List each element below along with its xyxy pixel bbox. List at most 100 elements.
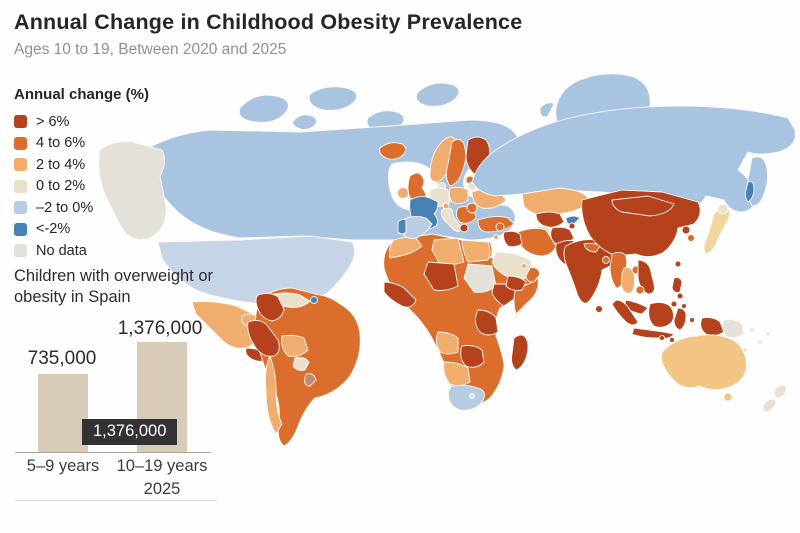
region-south-korea <box>687 234 695 242</box>
region-angola <box>435 331 459 355</box>
region-kyrgyzstan <box>565 215 581 225</box>
region-madagascar <box>511 334 529 371</box>
region-greece <box>459 223 469 233</box>
region-nepal <box>583 242 601 253</box>
legend-swatch-4to6 <box>14 136 27 150</box>
legend-swatch-0to2 <box>14 179 27 193</box>
region-peru <box>247 319 280 357</box>
legend-swatch-gt6 <box>14 115 27 129</box>
region-mongolia <box>611 195 675 217</box>
bar-value-label-10-19: 1,376,000 <box>117 318 203 339</box>
legend-label: 0 to 2% <box>36 178 86 195</box>
legend-swatch-m2to0 <box>14 201 27 215</box>
region-russia[interactable] <box>471 102 796 213</box>
region-oman <box>525 267 541 283</box>
region-south-america[interactable] <box>241 287 361 447</box>
region-japan <box>703 206 731 255</box>
region-pacific-islands <box>749 327 755 333</box>
region-romania <box>466 202 478 214</box>
legend-swatch-2to4 <box>14 158 27 172</box>
region-oceania[interactable] <box>660 327 787 413</box>
region-tasmania <box>723 392 733 402</box>
region-central-asia[interactable] <box>521 187 589 241</box>
region-iran <box>517 227 557 257</box>
region-canada-arctic-islands[interactable] <box>238 82 460 131</box>
page-title: Annual Change in Childhood Obesity Preva… <box>14 10 523 34</box>
legend-swatch-ltm2 <box>14 222 27 236</box>
legend-list: > 6% 4 to 6% 2 to 4% 0 to 2% –2 to 0% <-… <box>14 111 149 262</box>
region-australia <box>660 334 747 391</box>
x-axis-line <box>15 452 211 453</box>
x-axis-year-label: 2025 <box>143 480 181 498</box>
bar-value-label-5-9: 735,000 <box>27 348 97 369</box>
region-iceland <box>379 142 407 160</box>
region-cambodia <box>635 285 645 295</box>
region-lesotho <box>469 393 475 399</box>
region-north-korea <box>681 225 691 235</box>
bar-chart-title: Children with overweight or obesity in S… <box>14 267 214 306</box>
legend-label: 2 to 4% <box>36 156 86 173</box>
region-bolivia <box>281 334 309 357</box>
region-uae <box>521 263 527 269</box>
region-novaya-zemlya <box>539 102 555 118</box>
region-southeast-asia[interactable] <box>609 251 745 343</box>
region-south-asia[interactable] <box>563 239 615 313</box>
header: Annual Change in Childhood Obesity Preva… <box>14 10 522 59</box>
region-sulawesi <box>673 307 687 331</box>
legend-label: 4 to 6% <box>36 135 86 152</box>
region-poland <box>448 186 469 205</box>
region-bangladesh <box>602 256 610 264</box>
region-ireland <box>397 187 409 199</box>
x-tick-10-19-years: 10–19 years <box>116 457 208 475</box>
legend-item-gt6: > 6% <box>14 111 149 133</box>
region-sumatra <box>611 299 639 326</box>
region-paraguay <box>292 357 310 371</box>
region-sakhalin <box>744 181 755 203</box>
legend-label: No data <box>36 242 87 259</box>
legend-item-0to2: 0 to 2% <box>14 176 149 198</box>
region-papua-new-guinea <box>721 319 745 339</box>
legend-swatch-nodata <box>14 244 27 258</box>
region-kenya-tanzania <box>475 309 499 336</box>
region-alps <box>442 202 450 210</box>
region-egypt <box>461 239 491 263</box>
region-iraq <box>503 230 523 248</box>
legend-item-m2to0: –2 to 0% <box>14 197 149 219</box>
region-hokkaido <box>717 203 729 215</box>
map-legend: Annual change (%) > 6% 4 to 6% 2 to 4% 0… <box>14 86 149 262</box>
region-philippines <box>671 277 683 293</box>
region-uzbekistan <box>535 211 565 228</box>
legend-label: <-2% <box>36 221 71 238</box>
region-alaska[interactable] <box>98 141 167 241</box>
divider-line <box>15 500 218 501</box>
legend-item-ltm2: <-2% <box>14 219 149 241</box>
region-syria <box>495 222 505 232</box>
region-east-asia[interactable] <box>581 189 731 268</box>
region-new-zealand-north <box>773 384 787 399</box>
legend-label: > 6% <box>36 113 70 130</box>
region-somalia <box>513 277 539 315</box>
region-tajikistan <box>568 222 576 230</box>
region-sweden <box>445 139 467 187</box>
bar-5-9-years[interactable] <box>38 374 88 452</box>
region-west-africa <box>383 281 417 308</box>
region-united-kingdom <box>407 172 427 203</box>
legend-label: –2 to 0% <box>36 199 94 216</box>
region-portugal <box>397 218 407 235</box>
region-java <box>631 327 675 339</box>
bar-tooltip: 1,376,000 <box>82 419 178 445</box>
legend-title: Annual change (%) <box>14 86 150 103</box>
region-uruguay <box>304 373 317 387</box>
region-sri-lanka <box>595 305 603 313</box>
region-levant <box>493 234 499 240</box>
region-new-guinea-west <box>700 317 725 337</box>
region-saudi-arabia <box>491 251 537 280</box>
x-tick-5-9-years: 5–9 years <box>26 457 100 475</box>
region-spain <box>401 215 433 239</box>
region-yemen <box>505 275 527 291</box>
region-africa[interactable] <box>383 233 541 411</box>
legend-item-2to4: 2 to 4% <box>14 154 149 176</box>
region-niger-chad <box>423 261 459 291</box>
